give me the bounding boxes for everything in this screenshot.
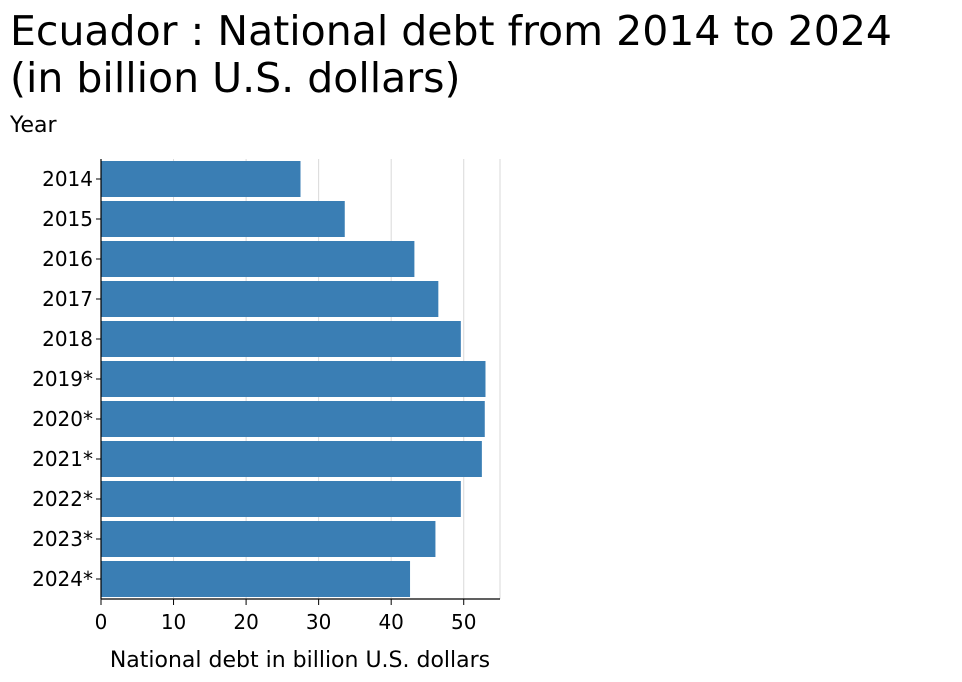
bars xyxy=(101,161,486,597)
axes: 2014 2015 2016 2017 2018 2019* 2020* 2021* 2022*… xyxy=(32,159,500,634)
bar xyxy=(101,241,415,277)
y-tick-label: 2018 xyxy=(42,327,93,351)
bar xyxy=(101,161,301,197)
bar xyxy=(101,441,482,477)
x-axis-title: National debt in billion U.S. dollars xyxy=(110,648,490,673)
y-tick-label: 2020* xyxy=(32,407,93,431)
bar xyxy=(101,321,461,357)
y-tick-label: 2023* xyxy=(32,527,93,551)
y-tick-label: 2024* xyxy=(32,567,93,591)
bar xyxy=(101,201,345,237)
x-tick-label: 10 xyxy=(161,610,186,634)
bar xyxy=(101,521,436,557)
x-tick-label: 30 xyxy=(306,610,331,634)
chart-title: Ecuador : National debt from 2014 to 202… xyxy=(10,7,893,102)
bar xyxy=(101,561,411,597)
y-tick-label: 2019* xyxy=(32,367,93,391)
y-tick-label: 2014 xyxy=(42,167,93,191)
y-tick-label: 2021* xyxy=(32,447,93,471)
bar xyxy=(101,281,439,317)
x-tick-label: 0 xyxy=(95,610,108,634)
bar xyxy=(101,361,486,397)
y-tick-label: 2017 xyxy=(42,287,93,311)
y-axis-title: Year xyxy=(9,113,58,138)
bar xyxy=(101,401,485,437)
bar xyxy=(101,481,461,517)
y-tick-label: 2022* xyxy=(32,487,93,511)
x-tick-label: 40 xyxy=(378,610,403,634)
x-tick-label: 50 xyxy=(451,610,476,634)
y-tick-label: 2015 xyxy=(42,207,93,231)
x-tick-label: 20 xyxy=(233,610,258,634)
y-tick-label: 2016 xyxy=(42,247,93,271)
